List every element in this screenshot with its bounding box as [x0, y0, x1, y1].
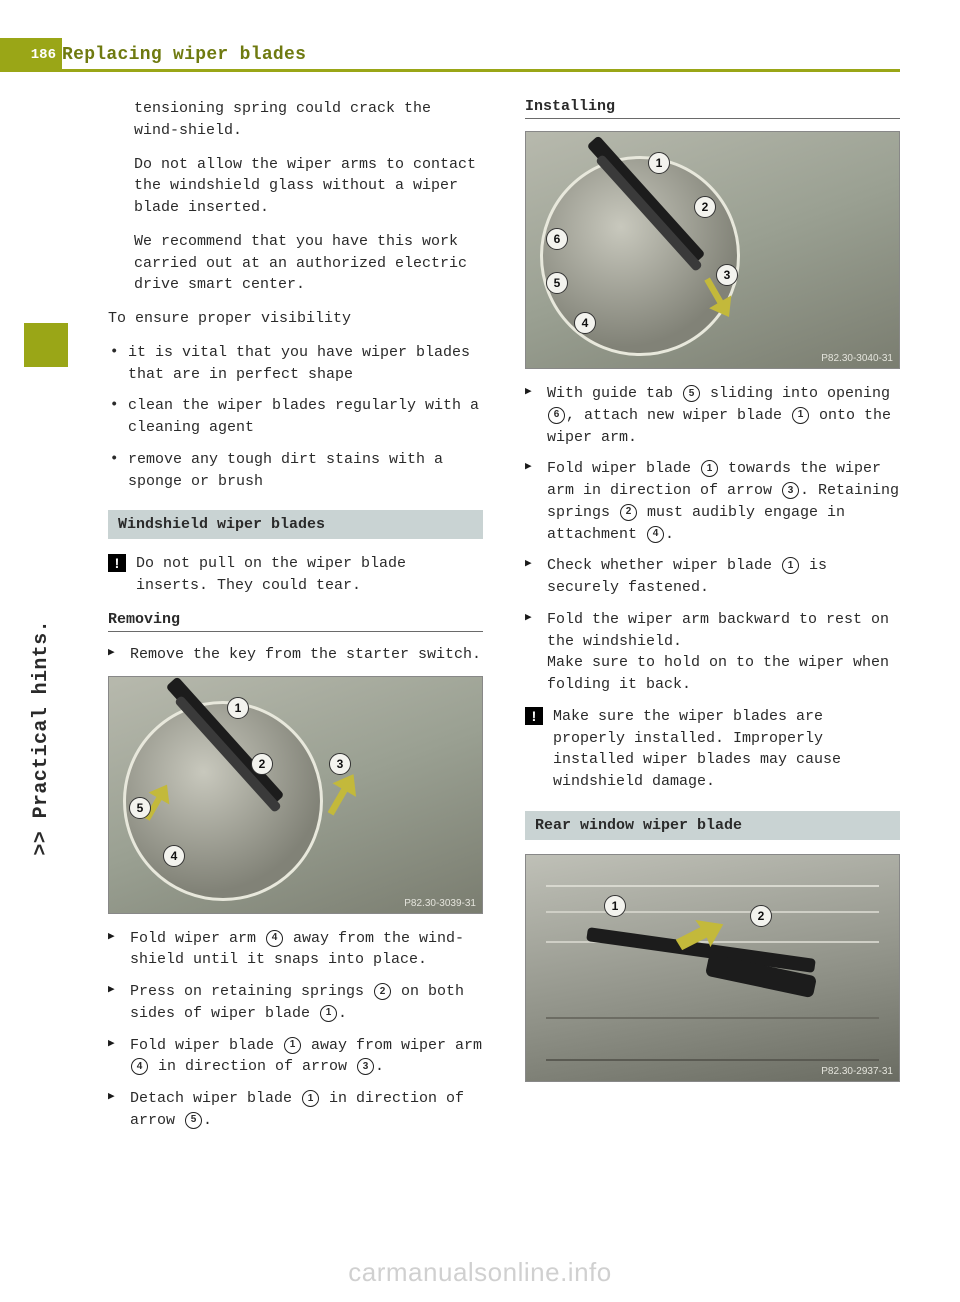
subhead-removing: Removing [108, 611, 483, 632]
step-i2: Fold wiper blade 1 towards the wiper arm… [525, 458, 900, 545]
side-tab [24, 323, 68, 367]
visibility-bullets: it is vital that you have wiper blades t… [108, 342, 483, 493]
n: 4 [266, 930, 283, 947]
note-inserts: Do not pull on the wiper blade inserts. … [108, 553, 483, 597]
t: . [665, 526, 674, 543]
n: 1 [284, 1037, 301, 1054]
fig1-callout-1: 1 [227, 697, 249, 719]
n: 1 [320, 1005, 337, 1022]
warning-p2: Do not allow the wiper arms to contact t… [134, 154, 483, 219]
figure-rear-wiper: 1 2 [525, 854, 900, 1082]
n: 3 [357, 1058, 374, 1075]
step-remove-key: Remove the key from the starter switch. [108, 644, 483, 666]
figure-installing: 1 2 3 4 5 6 [525, 131, 900, 369]
step-r1: Fold wiper arm 4 away from the wind-shie… [108, 928, 483, 972]
page-number-box: 186 [0, 38, 62, 72]
page-title: Replacing wiper blades [62, 45, 306, 65]
t: Press on retaining springs [130, 983, 373, 1000]
step-r2: Press on retaining springs 2 on both sid… [108, 981, 483, 1025]
t: sliding into opening [701, 385, 890, 402]
fig1-callout-5: 5 [129, 797, 151, 819]
t: Detach wiper blade [130, 1090, 301, 1107]
n: 1 [302, 1090, 319, 1107]
steps-removing: Fold wiper arm 4 away from the wind-shie… [108, 928, 483, 1132]
fig3-callout-1: 1 [604, 895, 626, 917]
t: . [375, 1058, 384, 1075]
t: , attach new wiper blade [566, 407, 791, 424]
step-i4: Fold the wiper arm backward to rest on t… [525, 609, 900, 696]
t: away from wiper arm [302, 1037, 482, 1054]
fig2-callout-1: 1 [648, 152, 670, 174]
fig2-callout-4: 4 [574, 312, 596, 334]
t: . [203, 1112, 212, 1129]
n: 1 [792, 407, 809, 424]
steps-installing: With guide tab 5 sliding into opening 6,… [525, 383, 900, 696]
content-columns: tensioning spring could crack the wind-s… [108, 98, 900, 1242]
step-r3: Fold wiper blade 1 away from wiper arm 4… [108, 1035, 483, 1079]
n: 5 [683, 385, 700, 402]
step-r4: Detach wiper blade 1 in direction of arr… [108, 1088, 483, 1132]
t: Fold wiper blade [547, 460, 700, 477]
bullet-3: remove any tough dirt stains with a spon… [108, 449, 483, 493]
section-rear: Rear window wiper blade [525, 811, 900, 840]
n: 5 [185, 1112, 202, 1129]
fig1-callout-3: 3 [329, 753, 351, 775]
left-column: tensioning spring could crack the wind-s… [108, 98, 483, 1242]
right-column: Installing 1 2 3 4 5 6 With guide tab 5 … [525, 98, 900, 1242]
t: Check whether wiper blade [547, 557, 781, 574]
intro-line: To ensure proper visibility [108, 308, 483, 330]
figure-removing: 1 2 3 4 5 [108, 676, 483, 914]
n: 6 [548, 407, 565, 424]
page-header: Replacing wiper blades [62, 38, 900, 72]
n: 4 [131, 1058, 148, 1075]
fig2-callout-6: 6 [546, 228, 568, 250]
fig1-callout-4: 4 [163, 845, 185, 867]
page-number: 186 [31, 47, 56, 63]
step-i3: Check whether wiper blade 1 is securely … [525, 555, 900, 599]
fig1-callout-2: 2 [251, 753, 273, 775]
watermark-footer: carmanualsonline.info [0, 1257, 960, 1288]
steps-removing-pre: Remove the key from the starter switch. [108, 644, 483, 666]
t: With guide tab [547, 385, 682, 402]
section-windshield: Windshield wiper blades [108, 510, 483, 539]
fig2-callout-2: 2 [694, 196, 716, 218]
n: 1 [701, 460, 718, 477]
side-label-wrap: >> Practical hints. [30, 370, 60, 630]
n: 1 [782, 557, 799, 574]
n: 3 [782, 482, 799, 499]
t: Fold wiper arm [130, 930, 265, 947]
side-label: >> Practical hints. [30, 620, 53, 856]
t: in direction of arrow [149, 1058, 356, 1075]
t: Fold wiper blade [130, 1037, 283, 1054]
warning-p3: We recommend that you have this work car… [134, 231, 483, 296]
n: 2 [620, 504, 637, 521]
n: 2 [374, 983, 391, 1000]
bullet-2: clean the wiper blades regularly with a … [108, 395, 483, 439]
note-install: Make sure the wiper blades are properly … [525, 706, 900, 793]
fig2-callout-3: 3 [716, 264, 738, 286]
warning-p1: tensioning spring could crack the wind-s… [134, 98, 483, 142]
t: . [338, 1005, 347, 1022]
fig2-callout-5: 5 [546, 272, 568, 294]
subhead-installing: Installing [525, 98, 900, 119]
n: 4 [647, 526, 664, 543]
step-i1: With guide tab 5 sliding into opening 6,… [525, 383, 900, 448]
fig3-callout-2: 2 [750, 905, 772, 927]
bullet-1: it is vital that you have wiper blades t… [108, 342, 483, 386]
